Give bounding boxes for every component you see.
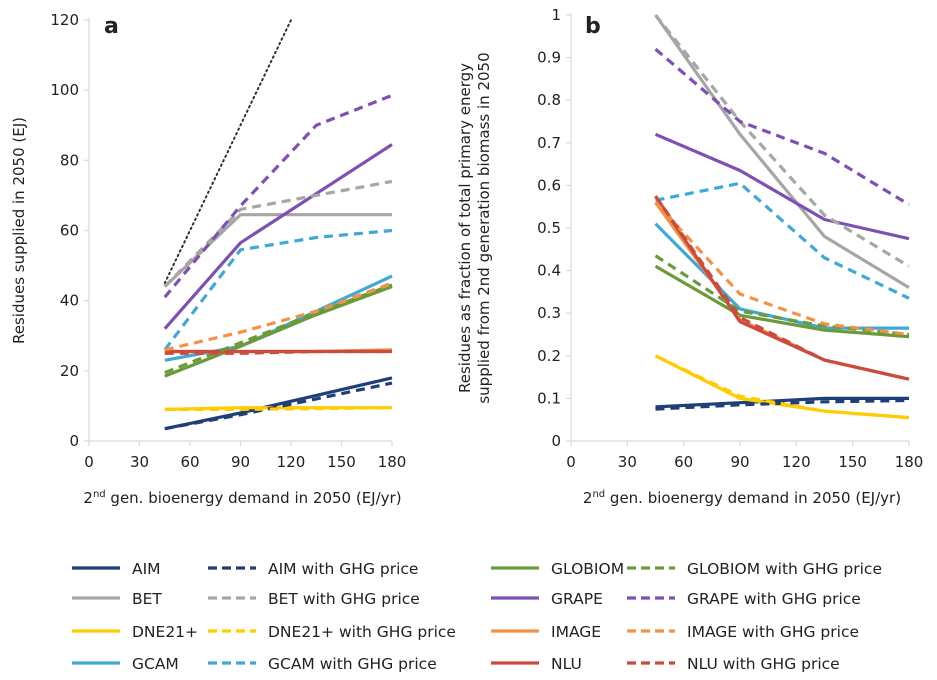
x-tick-label: 120: [782, 453, 811, 471]
legend-label: GRAPE: [551, 590, 603, 608]
y-tick-label: 0.8: [537, 91, 561, 109]
legend-label: IMAGE with GHG price: [687, 623, 859, 641]
series-line-globiom-with-ghg-price: [164, 283, 393, 375]
x-tick-label: 60: [674, 453, 693, 471]
legend-label: DNE21+: [132, 623, 198, 641]
y-tick-label: 0.6: [537, 176, 561, 194]
legend-item-dne21plus: DNE21+: [72, 623, 198, 641]
y-tick-label: 40: [60, 292, 79, 310]
x-tick-label: 180: [378, 453, 407, 471]
series-line-grape-with-ghg-price: [654, 47, 910, 206]
legend-label: GCAM with GHG price: [268, 655, 437, 673]
series-line-globiom: [654, 264, 910, 339]
legend-item-globiom-with-ghg-price: GLOBIOM with GHG price: [627, 560, 882, 578]
series-line-nlu-with-ghg-price: [654, 195, 910, 381]
y-tick-label: 120: [50, 11, 79, 29]
series-line-dne21plus-with-ghg-price: [164, 406, 393, 411]
legend-label: GLOBIOM with GHG price: [687, 560, 882, 578]
series-line-bet-with-ghg-price: [654, 14, 910, 268]
y-tick-label: 0.3: [537, 304, 561, 322]
panel-label: b: [585, 14, 601, 39]
x-tick-label: 90: [231, 453, 250, 471]
legend-label: GLOBIOM: [551, 560, 624, 578]
x-tick-label: 150: [327, 453, 356, 471]
y-axis-label: Residues supplied in 2050 (EJ): [10, 117, 28, 344]
series-line-gcam-with-ghg-price: [163, 228, 393, 351]
x-tick-label: 180: [895, 453, 924, 471]
legend-item-bet-with-ghg-price: BET with GHG price: [208, 590, 420, 608]
legend-item-grape: GRAPE: [491, 590, 603, 608]
series-line-grape-with-ghg-price: [163, 93, 393, 299]
legend: AIM AIM with GHG price GLOBIOM GLOBIOM with…: [72, 560, 882, 673]
y-tick-label: 0: [69, 432, 79, 450]
legend-label: AIM: [132, 560, 161, 578]
x-tick-label: 120: [277, 453, 306, 471]
x-tick-label: 60: [180, 453, 199, 471]
legend-item-nlu-with-ghg-price: NLU with GHG price: [627, 655, 840, 673]
series-line-image-with-ghg-price: [164, 281, 393, 352]
series-line-grape: [163, 143, 393, 330]
x-tick-label: 0: [84, 453, 94, 471]
x-tick-label: 30: [618, 453, 637, 471]
y-tick-label: 0.4: [537, 262, 561, 280]
legend-item-aim: AIM: [72, 560, 161, 578]
y-tick-label: 0.2: [537, 347, 561, 365]
series-line-nlu-with-ghg-price: [164, 349, 392, 355]
series-line-dne21plus-with-ghg-price: [654, 354, 910, 420]
series-line-globiom: [164, 285, 393, 378]
legend-item-dne21plus-with-ghg-price: DNE21+ with GHG price: [208, 623, 456, 641]
y-tick-label: 1: [551, 6, 561, 24]
legend-label: NLU: [551, 655, 582, 673]
legend-label: IMAGE: [551, 623, 601, 641]
legend-item-globiom: GLOBIOM: [491, 560, 624, 578]
y-axis-label-line1: Residues as fraction of total primary en…: [456, 63, 474, 393]
legend-label: NLU with GHG price: [687, 655, 840, 673]
panel-a: 0 30 60 90 120 150 180 0 20 40 60 80 100 120 a 2nd gen.…: [10, 11, 406, 507]
legend-label: GRAPE with GHG price: [687, 590, 861, 608]
y-tick-label: 60: [60, 222, 79, 240]
x-axis-label: 2nd gen. bioenergy demand in 2050 (EJ/yr…: [583, 489, 901, 507]
series-line-aim: [655, 396, 909, 409]
y-tick-label: 0.7: [537, 134, 561, 152]
series-line-dne21plus: [164, 406, 392, 411]
series-line-bet-with-ghg-price: [163, 179, 393, 288]
y-tick-label: 0: [551, 432, 561, 450]
y-axis-label-line2: supplied from 2nd generation biomass in …: [475, 52, 493, 403]
x-tick-label: 30: [130, 453, 149, 471]
legend-label: DNE21+ with GHG price: [268, 623, 456, 641]
reference-line: [163, 19, 292, 285]
x-tick-label: 90: [730, 453, 749, 471]
legend-item-grape-with-ghg-price: GRAPE with GHG price: [627, 590, 861, 608]
series-line-grape: [654, 132, 910, 241]
series-line-image-with-ghg-price: [654, 201, 910, 337]
legend-item-image: IMAGE: [491, 623, 601, 641]
x-tick-label: 150: [838, 453, 867, 471]
legend-item-gcam-with-ghg-price: GCAM with GHG price: [208, 655, 437, 673]
legend-item-bet: BET: [72, 590, 162, 608]
series-line-aim-with-ghg-price: [164, 381, 393, 431]
legend-label: GCAM: [132, 655, 179, 673]
x-axis-label: 2nd gen. bioenergy demand in 2050 (EJ/yr…: [83, 489, 401, 507]
y-tick-label: 20: [60, 362, 79, 380]
legend-item-gcam: GCAM: [72, 655, 179, 673]
x-tick-label: 0: [566, 453, 576, 471]
legend-item-aim-with-ghg-price: AIM with GHG price: [208, 560, 418, 578]
series-line-gcam-with-ghg-price: [655, 181, 910, 300]
series-line-gcam: [654, 222, 909, 330]
legend-label: BET with GHG price: [268, 590, 420, 608]
legend-item-nlu: NLU: [491, 655, 582, 673]
legend-label: AIM with GHG price: [268, 560, 418, 578]
panel-b: 0 30 60 90 120 150 180 0 0.1 0.2 0.3 0.4 0.5 0.6 0.7 0.…: [456, 6, 923, 507]
legend-item-image-with-ghg-price: IMAGE with GHG price: [627, 623, 859, 641]
y-tick-label: 0.1: [537, 389, 561, 407]
legend-label: BET: [132, 590, 162, 608]
y-tick-label: 80: [60, 151, 79, 169]
y-tick-label: 0.5: [537, 219, 561, 237]
panel-label: a: [104, 14, 119, 39]
y-tick-label: 100: [50, 81, 79, 99]
y-tick-label: 0.9: [537, 49, 561, 67]
series-line-bet: [654, 14, 910, 289]
